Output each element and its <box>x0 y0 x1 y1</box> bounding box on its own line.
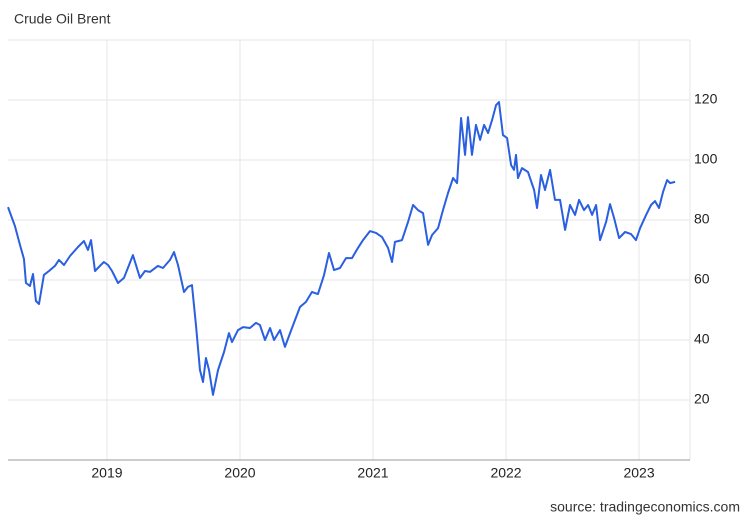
y-tick-label: 120 <box>694 91 718 107</box>
y-tick-label: 60 <box>694 271 710 287</box>
y-tick-label: 100 <box>694 151 718 167</box>
y-tick-label: 40 <box>694 331 710 347</box>
x-tick-label: 2023 <box>623 465 654 481</box>
y-tick-label: 20 <box>694 391 710 407</box>
x-tick-label: 2022 <box>490 465 521 481</box>
source-note: source: tradingeconomics.com <box>550 499 740 515</box>
x-tick-label: 2019 <box>91 465 122 481</box>
x-tick-label: 2021 <box>357 465 388 481</box>
chart-title: Crude Oil Brent <box>14 11 111 27</box>
price-line <box>7 101 676 396</box>
x-tick-label: 2020 <box>224 465 255 481</box>
y-tick-label: 80 <box>694 211 710 227</box>
